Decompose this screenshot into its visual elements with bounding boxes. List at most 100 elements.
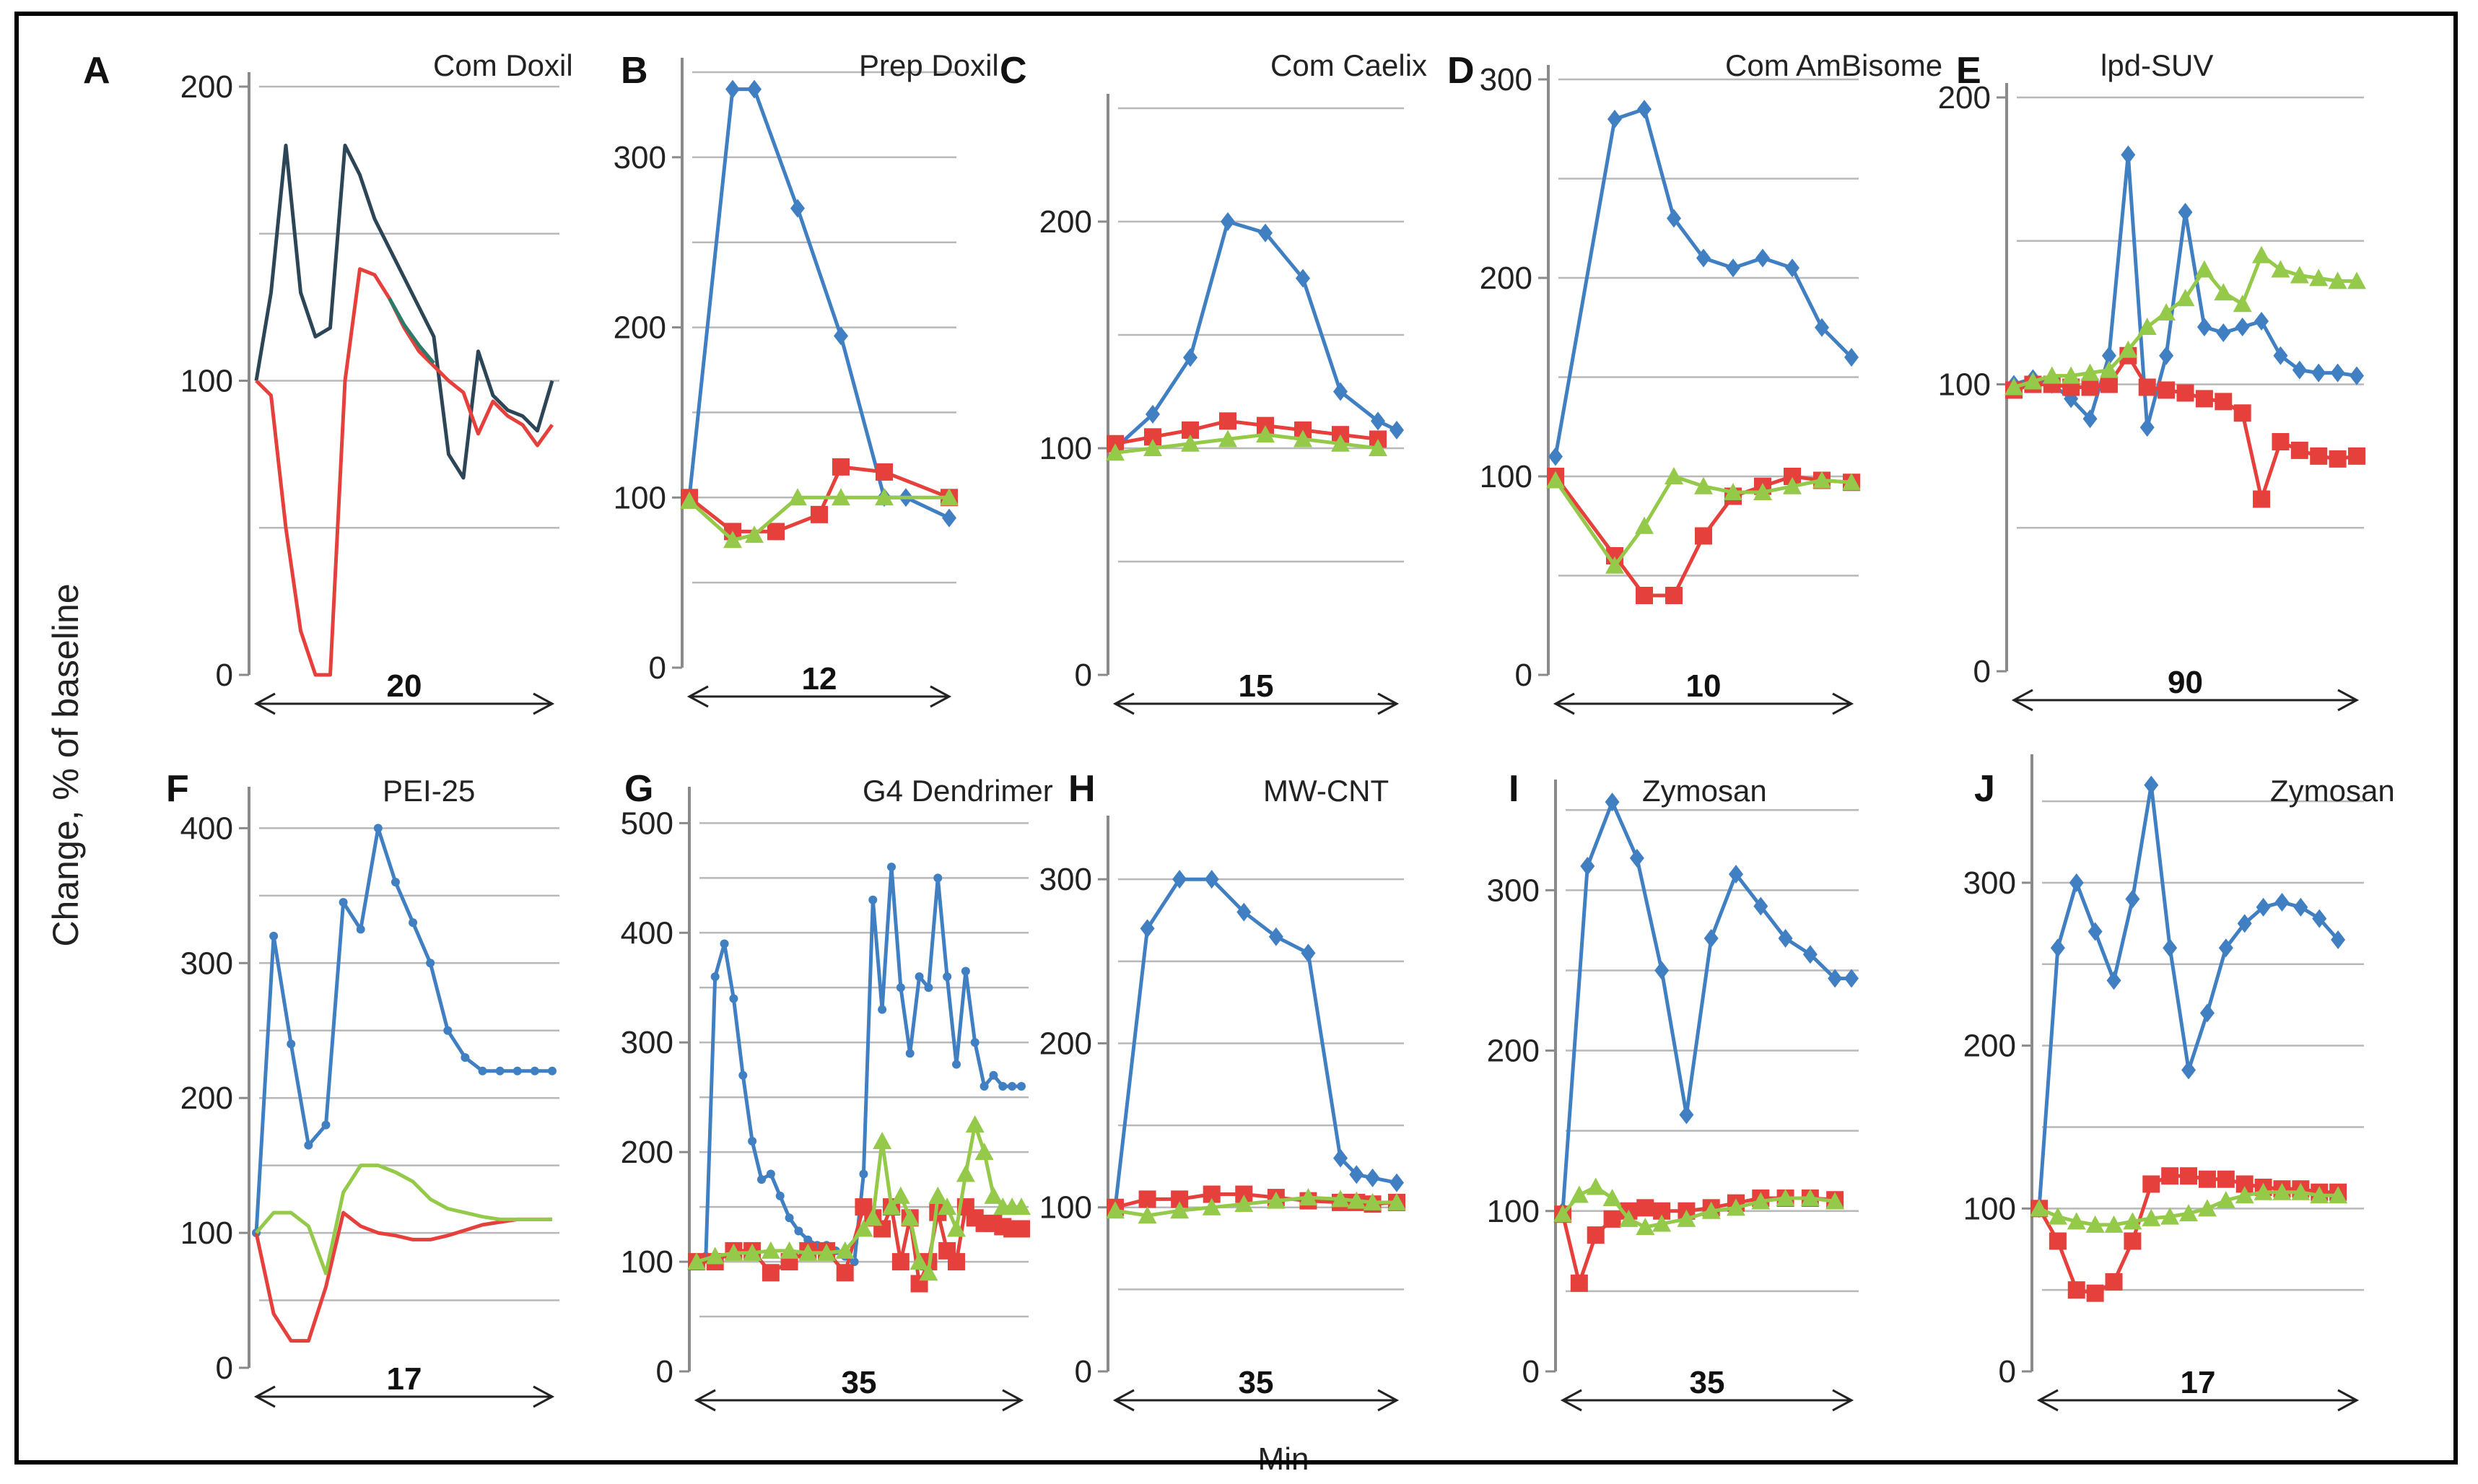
data-point-green xyxy=(900,1208,920,1226)
data-point-blue xyxy=(1696,248,1711,268)
data-point-green xyxy=(2023,372,2043,390)
arrow-head-right xyxy=(533,1385,555,1408)
data-point-blue xyxy=(1172,870,1187,889)
data-point-green xyxy=(2137,318,2157,335)
arrow-head-left xyxy=(253,692,276,715)
data-point-blue xyxy=(1008,1082,1017,1091)
panel-title: lpd-SUV xyxy=(2100,48,2213,82)
panel-i: 0 100 200 300 I Zymosan 35 xyxy=(1487,768,1859,1412)
data-point-blue xyxy=(2254,312,2269,331)
data-point-blue xyxy=(339,898,348,907)
duration-label: 35 xyxy=(1690,1365,1725,1400)
panel-letter: G xyxy=(624,768,653,810)
data-point-red xyxy=(832,458,850,476)
data-point-blue xyxy=(747,79,762,99)
data-point-blue xyxy=(1221,212,1235,231)
data-point-blue xyxy=(834,326,848,346)
panel-title: Zymosan xyxy=(2270,774,2395,808)
data-point-green xyxy=(705,1247,725,1265)
data-point-red xyxy=(2215,393,2233,411)
series-line-green xyxy=(1553,474,1852,568)
data-point-green xyxy=(1701,1201,1721,1219)
series-line-green xyxy=(1114,432,1379,455)
y-tick-label: 200 xyxy=(614,310,666,346)
series-line-dark xyxy=(254,144,554,480)
data-point-blue xyxy=(1389,1173,1404,1192)
panel-c: 0 100 200 C Com Caelix 15 xyxy=(1000,48,1427,715)
data-point-green xyxy=(882,1197,901,1215)
data-point-green xyxy=(2309,269,2329,287)
data-point-blue xyxy=(970,1038,980,1047)
data-point-blue xyxy=(2274,893,2290,912)
data-point-green xyxy=(1569,1185,1589,1203)
data-point-blue xyxy=(356,925,365,934)
data-point-blue xyxy=(915,972,924,982)
data-point-green xyxy=(2176,289,2195,307)
data-point-green xyxy=(974,1143,994,1161)
data-point-green xyxy=(2329,1186,2348,1204)
data-point-blue xyxy=(766,1169,775,1179)
data-point-blue xyxy=(943,972,952,982)
data-point-green xyxy=(1665,467,1683,484)
data-point-green xyxy=(1347,1191,1366,1209)
data-point-green xyxy=(1727,1198,1745,1216)
data-point-blue xyxy=(2237,914,2252,933)
data-point-blue xyxy=(1183,348,1197,367)
data-point-blue xyxy=(878,1005,887,1014)
data-point-green xyxy=(2347,271,2366,289)
data-point-red xyxy=(2161,1167,2179,1185)
data-point-blue xyxy=(1778,929,1793,948)
data-point-red xyxy=(2290,441,2308,459)
data-point-green xyxy=(1724,483,1742,500)
panel-title: Prep Doxil xyxy=(859,48,999,82)
data-point-blue xyxy=(1371,411,1385,431)
data-point-blue xyxy=(775,1191,785,1200)
data-point-green xyxy=(832,488,850,506)
data-point-blue xyxy=(443,1026,453,1035)
y-tick-label: 200 xyxy=(1480,261,1532,296)
data-point-blue xyxy=(933,873,943,883)
data-point-green xyxy=(1331,434,1350,452)
data-point-blue xyxy=(2125,889,2140,909)
data-point-green xyxy=(2194,260,2214,278)
data-point-blue xyxy=(2235,318,2250,336)
data-point-blue xyxy=(2218,938,2233,958)
y-tick-label: 200 xyxy=(180,69,233,105)
data-point-red xyxy=(2180,1167,2198,1185)
data-point-blue xyxy=(729,994,738,1003)
data-point-blue xyxy=(512,1066,522,1075)
data-point-blue xyxy=(1365,1168,1380,1187)
duration-label: 17 xyxy=(387,1361,422,1397)
panel-b: 0 100 200 300 B Prep Doxil 12 xyxy=(614,48,999,708)
data-point-green xyxy=(1694,476,1713,494)
data-point-blue xyxy=(2199,1003,2215,1023)
y-tick-label: 300 xyxy=(1480,62,1532,97)
data-point-red xyxy=(2198,1170,2216,1188)
data-point-green xyxy=(2179,1204,2199,1222)
duration-label: 15 xyxy=(1239,668,1274,704)
data-point-red xyxy=(767,523,785,541)
y-tick-label: 100 xyxy=(1480,459,1532,494)
data-point-blue xyxy=(1802,945,1818,964)
data-point-blue xyxy=(942,508,956,528)
data-point-red xyxy=(891,1253,909,1271)
data-point-blue xyxy=(738,1070,748,1080)
data-point-green xyxy=(1605,556,1624,574)
data-point-green xyxy=(1387,1192,1406,1210)
y-tick-label: 100 xyxy=(180,1215,233,1251)
y-tick-label: 500 xyxy=(621,806,673,841)
arrow-head-right xyxy=(2337,689,2360,712)
data-point-green xyxy=(1138,1206,1157,1224)
y-tick-label: 300 xyxy=(614,140,666,175)
data-point-blue xyxy=(1258,223,1273,243)
data-point-green xyxy=(1266,1191,1286,1209)
data-point-green xyxy=(2252,245,2272,263)
arrow-head-left xyxy=(1112,1389,1135,1412)
data-point-blue xyxy=(1844,348,1859,367)
y-tick-label: 0 xyxy=(649,650,666,686)
data-point-red xyxy=(2138,378,2156,396)
